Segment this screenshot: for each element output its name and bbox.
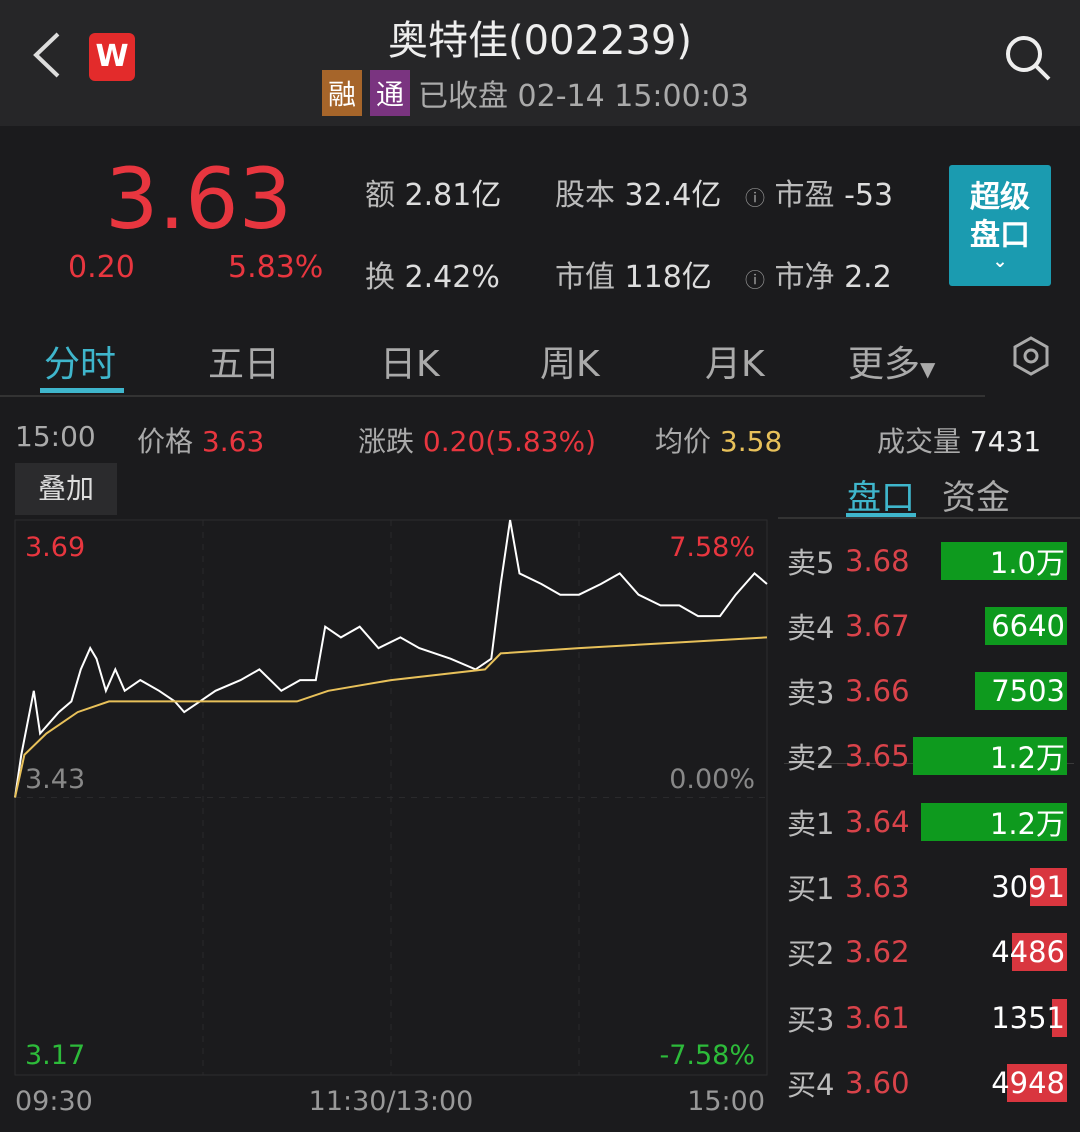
y-label-high-pct: 7.58% — [669, 532, 755, 563]
volume-bar — [1011, 933, 1067, 972]
level-volume: 7503 — [991, 674, 1065, 709]
bid-row[interactable]: 买2 3.62 4486 — [787, 920, 1067, 985]
level-name: 卖1 — [787, 806, 835, 841]
average-price-line — [14, 636, 768, 798]
volume-bar — [1051, 998, 1067, 1037]
y-label-low: 3.17 — [25, 1040, 85, 1071]
level-name: 买1 — [787, 872, 835, 906]
level-volume: 1351 — [991, 1000, 1065, 1035]
intraday-chart[interactable]: 3.69 3.43 3.17 7.58% 0.00% -7.58% 09:30 … — [0, 515, 780, 1132]
level-price: 3.67 — [845, 608, 910, 643]
stat-market-cap[interactable]: 市值 118亿 — [555, 260, 712, 295]
status-line: 融 通 已收盘 02-14 15:00:03 — [322, 70, 749, 116]
y-label-low-pct: -7.58% — [659, 1040, 755, 1071]
level-name: 买4 — [787, 1067, 835, 1102]
level-price: 3.60 — [845, 1065, 910, 1100]
level-volume: 1.2万 — [989, 741, 1065, 776]
connect-badge: 通 — [370, 70, 410, 116]
side-tab-indicator — [846, 513, 916, 518]
chevron-down-icon: ⌄ — [992, 251, 1008, 272]
level-volume: 4486 — [991, 935, 1065, 970]
level-price: 3.63 — [845, 870, 910, 904]
stat-turnover: 换 2.42% — [365, 260, 500, 295]
level-name: 买3 — [787, 1002, 835, 1037]
level-price: 3.62 — [845, 935, 910, 970]
x-label-close: 15:00 — [687, 1086, 765, 1117]
bid-row[interactable]: 买3 3.61 1351 — [787, 985, 1067, 1050]
y-label-high: 3.69 — [25, 532, 85, 563]
level-name: 卖3 — [787, 676, 835, 711]
stat-pb[interactable]: ⓘ 市净 2.2 — [745, 260, 892, 295]
ask-row[interactable]: 卖1 3.64 1.2万 — [787, 789, 1067, 854]
info-icon: ⓘ — [745, 268, 765, 292]
search-icon[interactable] — [1003, 33, 1053, 83]
settings-icon[interactable] — [1012, 336, 1050, 376]
ask-row[interactable]: 卖3 3.66 7503 — [787, 659, 1067, 724]
side-tab-orderbook[interactable]: 盘口 — [847, 478, 915, 518]
volume-bar — [1030, 868, 1067, 906]
level-volume: 6640 — [991, 608, 1065, 643]
level-name: 卖2 — [787, 741, 835, 776]
stat-shares: 股本 32.4亿 — [555, 178, 722, 213]
stat-amount: 额 2.81亿 — [365, 178, 502, 213]
bid-row[interactable]: 买1 3.63 3091 — [787, 855, 1067, 920]
volume-bar — [920, 802, 1067, 841]
level-price: 3.61 — [845, 1000, 910, 1035]
level-volume: 4948 — [991, 1065, 1065, 1100]
stock-title: 奥特佳(002239) — [388, 18, 692, 64]
level-price: 3.64 — [845, 804, 910, 839]
volume-bar — [974, 672, 1067, 711]
volume-bar — [940, 541, 1067, 580]
level-name: 卖5 — [787, 545, 835, 580]
ask-row[interactable]: 卖2 3.65 1.2万 — [787, 724, 1067, 789]
y-label-prev-close: 3.43 — [25, 764, 85, 795]
tab-daily-k[interactable]: 日K — [380, 344, 440, 385]
market-status: 已收盘 02-14 15:00:03 — [418, 79, 749, 114]
level-volume: 3091 — [991, 870, 1065, 904]
volume-bar — [1006, 1063, 1067, 1102]
divider — [0, 395, 985, 397]
side-tab-funds[interactable]: 资金 — [942, 478, 1010, 518]
price-line — [14, 519, 768, 798]
tab-more[interactable]: 更多▼ — [848, 344, 936, 385]
dropdown-triangle-icon: ▼ — [920, 357, 936, 381]
level-name: 买2 — [787, 937, 835, 972]
super-orderbook-button[interactable]: 超级盘口 ⌄ — [949, 165, 1051, 286]
level-volume: 1.0万 — [989, 545, 1065, 580]
divider — [778, 517, 1080, 519]
overlay-button[interactable]: 叠加 — [15, 463, 117, 515]
x-label-open: 09:30 — [15, 1086, 93, 1117]
tab-indicator — [40, 388, 124, 393]
price-change-pct: 5.83% — [228, 250, 324, 285]
x-label-midday: 11:30/13:00 — [309, 1086, 474, 1117]
price-change: 0.20 — [68, 250, 135, 285]
level-price: 3.65 — [845, 739, 910, 774]
tab-five-day[interactable]: 五日 — [208, 344, 281, 385]
back-chevron-icon[interactable] — [30, 30, 64, 80]
ask-row[interactable]: 卖5 3.68 1.0万 — [787, 528, 1067, 593]
tab-monthly-k[interactable]: 月K — [705, 344, 765, 385]
info-icon: ⓘ — [745, 186, 765, 210]
level-name: 卖4 — [787, 610, 835, 645]
y-label-zero-pct: 0.00% — [669, 764, 755, 795]
margin-badge: 融 — [322, 70, 362, 116]
tab-weekly-k[interactable]: 周K — [540, 344, 600, 385]
last-price: 3.63 — [105, 150, 293, 248]
bid-row[interactable]: 买4 3.60 4948 — [787, 1050, 1067, 1115]
level-volume: 1.2万 — [989, 806, 1065, 841]
volume-bar — [913, 737, 1067, 776]
stat-pe[interactable]: ⓘ 市盈 -53 — [745, 178, 894, 213]
tab-intraday[interactable]: 分时 — [44, 344, 117, 385]
ask-row[interactable]: 卖4 3.67 6640 — [787, 593, 1067, 658]
header: W 奥特佳(002239) 融 通 已收盘 02-14 15:00:03 — [0, 0, 1080, 126]
level-price: 3.68 — [845, 543, 910, 578]
level-price: 3.66 — [845, 674, 910, 709]
volume-bar — [985, 606, 1067, 645]
app-logo: W — [89, 33, 135, 81]
